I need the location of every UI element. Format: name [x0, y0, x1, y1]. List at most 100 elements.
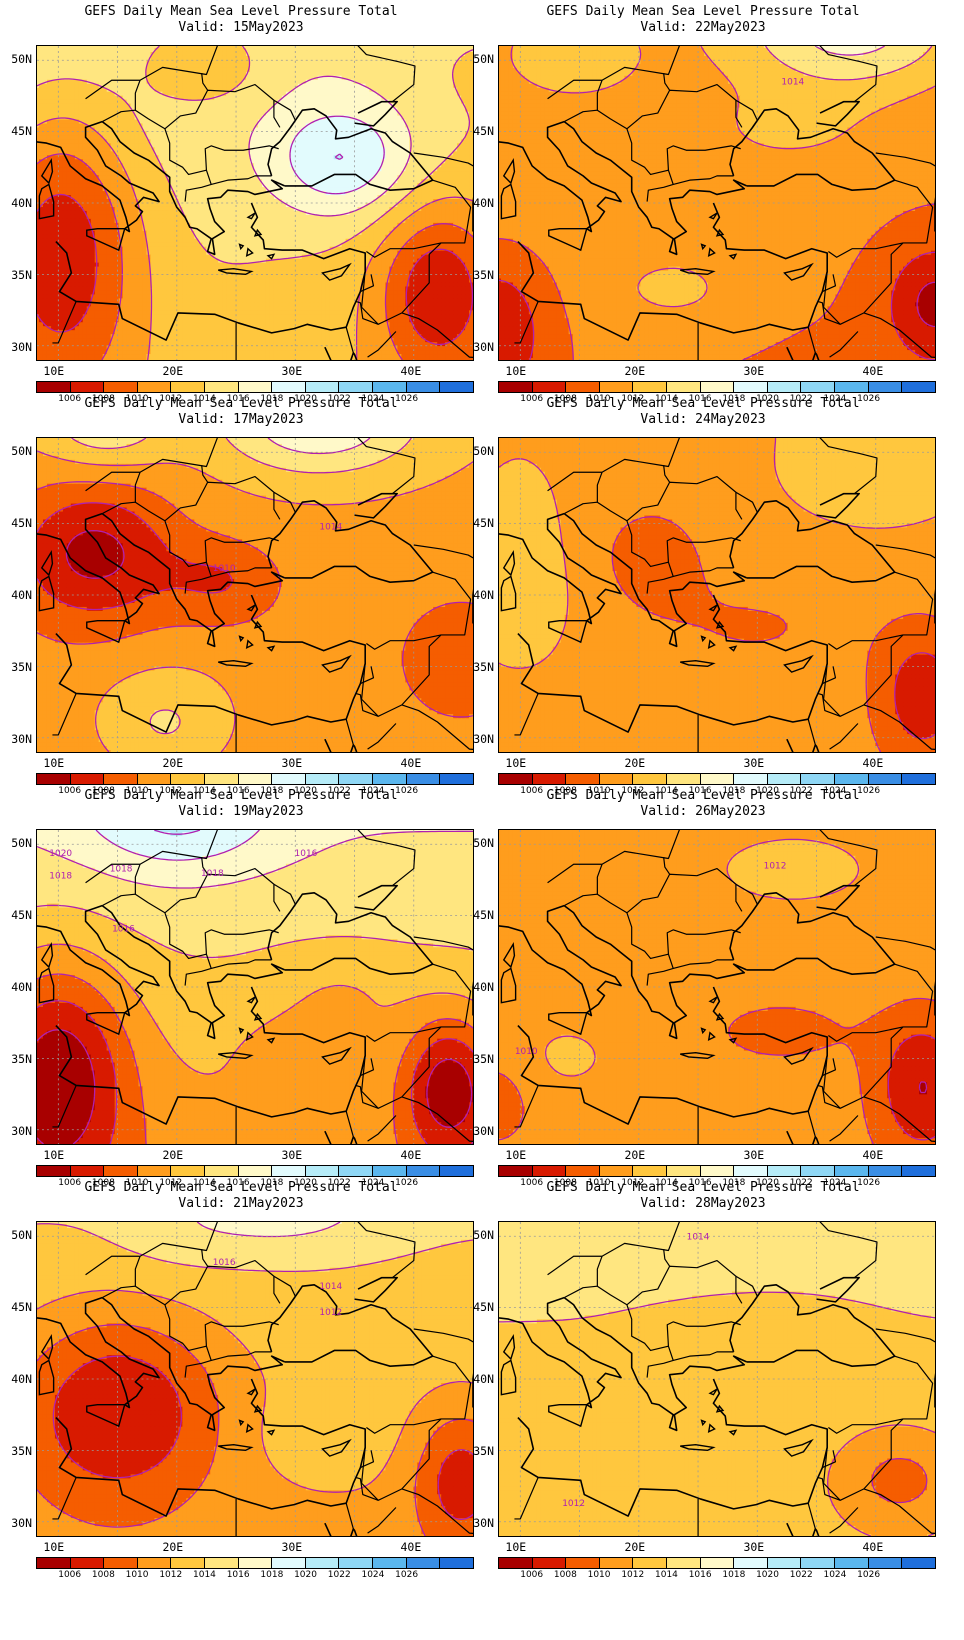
colorbar-swatch — [734, 382, 768, 392]
contour-label: 1012 — [319, 1308, 342, 1318]
lon-tick-label: 30E — [743, 756, 783, 770]
lat-tick-label: 50N — [0, 445, 32, 457]
colorbar-swatch — [37, 774, 71, 784]
colorbar-label: 1006 — [55, 1570, 85, 1580]
colorbar-swatch — [801, 1558, 835, 1568]
colorbar-swatch — [533, 382, 567, 392]
lon-tick-label: 30E — [281, 364, 321, 378]
panel-title: GEFS Daily Mean Sea Level Pressure Total — [0, 1180, 482, 1196]
lat-tick-label: 45N — [460, 909, 494, 921]
contour-label: 1010 — [515, 1047, 538, 1057]
colorbar-swatch — [306, 382, 340, 392]
colorbar-swatch — [701, 382, 735, 392]
colorbar-swatch — [600, 1166, 634, 1176]
panel-valid-date: Valid: 15May2023 — [0, 20, 482, 36]
colorbar-swatch — [339, 382, 373, 392]
colorbar-swatch — [138, 774, 172, 784]
lon-tick-label: 40E — [862, 1148, 902, 1162]
colorbar-swatch — [633, 774, 667, 784]
lon-tick-label: 20E — [624, 364, 664, 378]
colorbar-swatch — [768, 774, 802, 784]
map-panel-8: GEFS Daily Mean Sea Level Pressure Total… — [462, 1176, 944, 1586]
colorbar-label: 1012 — [618, 1570, 648, 1580]
colorbar-swatch — [373, 382, 407, 392]
colorbar-swatch — [71, 1558, 105, 1568]
colorbar-swatch — [600, 382, 634, 392]
lon-tick-label: 20E — [162, 1540, 202, 1554]
colorbar-label: 1010 — [584, 1570, 614, 1580]
pressure-map: 1020 1018 1018 1016 1018 1016 — [36, 829, 474, 1145]
lat-tick-label: 30N — [0, 1517, 32, 1529]
colorbar-swatch — [205, 1558, 239, 1568]
lon-tick-label: 40E — [862, 364, 902, 378]
colorbar-swatch — [734, 1166, 768, 1176]
colorbar-swatch — [37, 1166, 71, 1176]
colorbar-label: 1010 — [122, 1570, 152, 1580]
colorbar-label: 1014 — [189, 1570, 219, 1580]
colorbar-swatch — [734, 1558, 768, 1568]
lon-tick-label: 20E — [624, 1540, 664, 1554]
colorbar-swatch — [600, 774, 634, 784]
colorbar-swatch — [902, 1166, 935, 1176]
lon-tick-label: 20E — [162, 1148, 202, 1162]
colorbar-label: 1018 — [257, 1570, 287, 1580]
colorbar-swatch — [902, 382, 935, 392]
colorbar-label: 1020 — [291, 1570, 321, 1580]
lon-tick-label: 10E — [505, 1540, 545, 1554]
colorbar-swatch — [566, 774, 600, 784]
map-panel-7: GEFS Daily Mean Sea Level Pressure Total… — [0, 1176, 482, 1586]
lat-tick-label: 45N — [0, 909, 32, 921]
colorbar-swatch — [339, 1166, 373, 1176]
colorbar-swatch — [104, 774, 138, 784]
lat-tick-label: 30N — [460, 1125, 494, 1137]
colorbar-swatch — [801, 382, 835, 392]
colorbar-swatch — [138, 1558, 172, 1568]
colorbar-swatch — [667, 1166, 701, 1176]
lon-tick-label: 20E — [624, 756, 664, 770]
colorbar-label: 1024 — [820, 1570, 850, 1580]
panel-valid-date: Valid: 17May2023 — [0, 412, 482, 428]
contour-label: 1012 — [764, 862, 787, 872]
lat-tick-label: 40N — [460, 589, 494, 601]
lat-tick-label: 40N — [0, 1373, 32, 1385]
colorbar-label: 1026 — [854, 1570, 884, 1580]
pressure-map: 1016 1014 1012 — [36, 1221, 474, 1537]
colorbar-swatch — [306, 1166, 340, 1176]
lon-tick-label: 10E — [43, 364, 83, 378]
colorbar-swatch — [902, 774, 935, 784]
contour-label: 1014 — [319, 522, 342, 532]
colorbar-swatch — [768, 1166, 802, 1176]
lat-tick-label: 30N — [0, 341, 32, 353]
lon-tick-label: 10E — [505, 1148, 545, 1162]
lon-tick-label: 40E — [400, 756, 440, 770]
lat-tick-label: 30N — [460, 733, 494, 745]
lon-tick-label: 10E — [43, 756, 83, 770]
colorbar-swatch — [306, 1558, 340, 1568]
lon-tick-label: 10E — [43, 1540, 83, 1554]
colorbar-swatch — [734, 774, 768, 784]
colorbar-swatch — [272, 774, 306, 784]
lat-tick-label: 45N — [0, 125, 32, 137]
colorbar-swatch — [835, 1558, 869, 1568]
lat-tick-label: 40N — [0, 197, 32, 209]
lon-tick-label: 30E — [743, 364, 783, 378]
lon-tick-label: 10E — [505, 364, 545, 378]
colorbar-swatch — [171, 1166, 205, 1176]
colorbar-swatch — [373, 774, 407, 784]
lon-tick-label: 30E — [281, 1540, 321, 1554]
colorbar-label: 1016 — [223, 1570, 253, 1580]
colorbar-label: 1020 — [753, 1570, 783, 1580]
colorbar-swatch — [768, 1558, 802, 1568]
pressure-map — [36, 45, 474, 361]
contour-label: 1016 — [112, 924, 135, 934]
colorbar-swatch — [902, 1558, 935, 1568]
colorbar-swatch — [407, 1166, 441, 1176]
contour-label: 1016 — [213, 1258, 236, 1268]
lon-tick-label: 30E — [281, 756, 321, 770]
lon-tick-label: 40E — [862, 756, 902, 770]
panel-valid-date: Valid: 26May2023 — [462, 804, 944, 820]
colorbar-swatch — [633, 382, 667, 392]
map-panel-4: GEFS Daily Mean Sea Level Pressure Total… — [462, 392, 944, 802]
lon-tick-label: 30E — [743, 1148, 783, 1162]
colorbar-swatch — [633, 1166, 667, 1176]
